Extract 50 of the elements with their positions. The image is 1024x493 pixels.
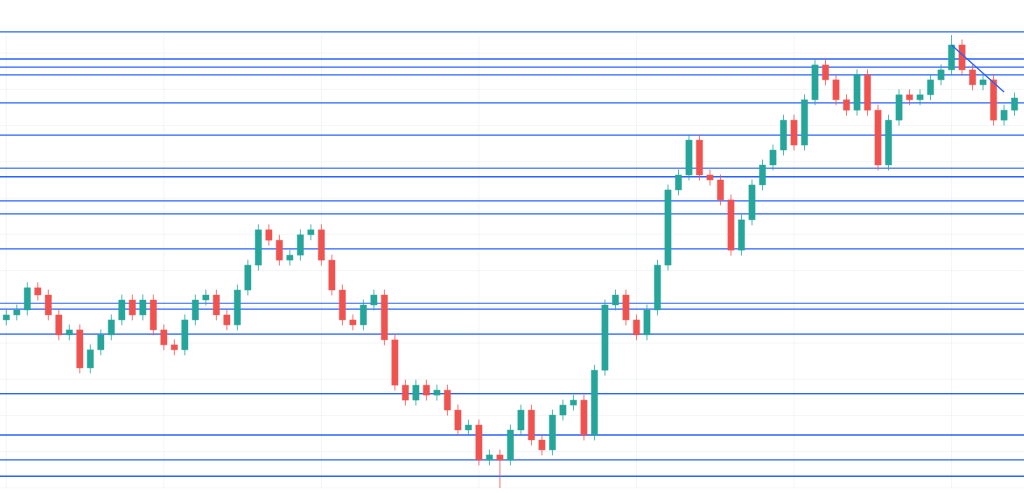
candlestick [832,74,840,106]
candlestick [717,174,724,206]
candlestick [307,223,315,241]
candlestick [192,294,199,326]
candlestick [139,294,147,321]
candlestick [769,144,777,171]
candlestick [979,74,987,91]
candlestick [612,289,619,311]
candlestick [118,294,126,326]
candlestick [34,281,42,301]
candlestick [402,379,409,406]
candlestick [433,384,441,401]
candlestick [633,314,640,341]
candlestick [538,434,546,456]
candlestick [1000,104,1008,126]
candlestick [927,74,934,101]
candlestick [128,294,136,321]
candlestick [44,289,52,321]
candlestick [675,169,682,196]
candlestick [969,64,976,91]
candlestick [107,314,115,341]
candlestick [412,379,420,406]
candlestick [559,399,567,421]
candlestick [23,281,31,316]
candlestick [454,404,462,436]
candlestick [822,59,829,86]
candlestick [86,343,94,374]
candlestick [370,289,378,311]
candlestick [759,159,766,191]
candlestick [843,93,850,117]
candlestick [223,309,231,331]
candlestick [496,449,504,489]
candlestick [349,314,357,331]
candlestick [276,234,283,266]
candlestick [297,228,304,261]
candlestick [213,289,220,321]
candlestick [517,404,525,436]
candlestick [1011,92,1018,117]
candlestick [265,223,273,247]
candlestick [55,309,63,341]
candlestick [360,299,367,331]
candlestick [444,384,451,416]
candlestick [202,289,210,306]
candlestick [423,379,430,401]
candlestick [160,324,168,351]
candlestick [937,64,945,86]
candlestick [916,88,924,106]
candlestick [286,249,294,266]
candlestick [706,169,714,186]
candlestick [97,329,105,356]
